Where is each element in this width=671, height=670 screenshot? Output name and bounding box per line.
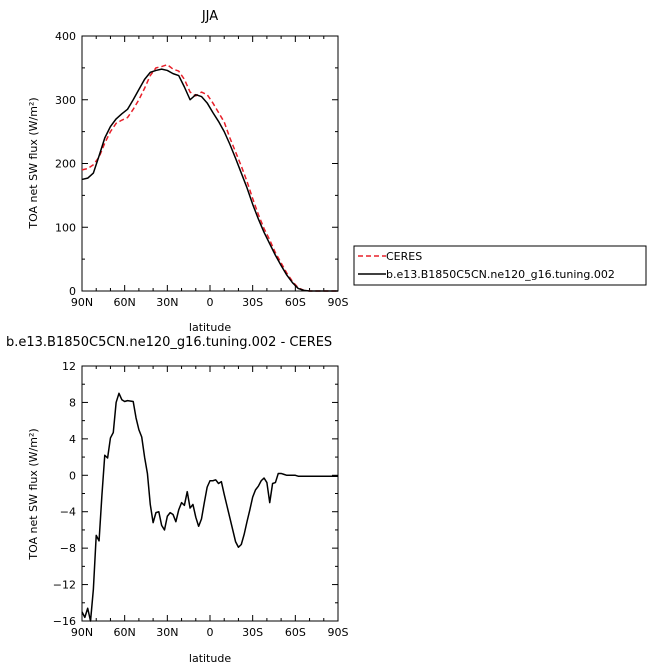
chart-top-y-tick-labels: 0 100 200 300 400 bbox=[55, 30, 76, 298]
y-tick-label: 8 bbox=[69, 396, 76, 409]
x-tick-label: 60S bbox=[285, 626, 306, 639]
x-tick-label: 90N bbox=[71, 626, 93, 639]
x-tick-label: 30N bbox=[156, 296, 178, 309]
x-tick-label: 30S bbox=[242, 296, 263, 309]
x-tick-label: 0 bbox=[207, 296, 214, 309]
x-tick-label: 30S bbox=[242, 626, 263, 639]
y-tick-label: 4 bbox=[69, 433, 76, 446]
x-tick-label: 90S bbox=[328, 626, 349, 639]
chart-top-plot-frame bbox=[81, 35, 339, 292]
chart-bottom-y-axis-label: TOA net SW flux (W/m²) bbox=[27, 428, 40, 560]
x-tick-label: 0 bbox=[207, 626, 214, 639]
chart-bottom-plot-frame bbox=[81, 365, 339, 622]
x-tick-label: 90S bbox=[328, 296, 349, 309]
chart-bottom-x-tick-labels: 90N 60N 30N 0 30S 60S 90S bbox=[71, 626, 349, 639]
y-tick-label: −16 bbox=[53, 615, 76, 628]
legend: CERES b.e13.B1850C5CN.ne120_g16.tuning.0… bbox=[353, 245, 647, 286]
series-line-ceres bbox=[81, 63, 338, 292]
chart-bottom-series bbox=[81, 392, 338, 622]
chart-top-series bbox=[81, 63, 338, 292]
chart-top-y-axis-label: TOA net SW flux (W/m²) bbox=[27, 97, 40, 229]
series-line-difference bbox=[81, 392, 338, 622]
x-tick-label: 60S bbox=[285, 296, 306, 309]
chart-top-x-axis-label: latitude bbox=[189, 321, 231, 334]
x-tick-label: 30N bbox=[156, 626, 178, 639]
legend-label-ceres: CERES bbox=[386, 250, 422, 263]
y-tick-label: 0 bbox=[69, 285, 76, 298]
y-tick-label: 12 bbox=[62, 360, 76, 373]
y-tick-label: −12 bbox=[53, 579, 76, 592]
y-tick-label: 400 bbox=[55, 30, 76, 43]
y-tick-label: 0 bbox=[69, 469, 76, 482]
legend-frame bbox=[353, 245, 647, 286]
legend-label-model: b.e13.B1850C5CN.ne120_g16.tuning.002 bbox=[386, 268, 615, 281]
x-tick-label: 60N bbox=[114, 626, 136, 639]
chart-top-x-tick-labels: 90N 60N 30N 0 30S 60S 90S bbox=[71, 296, 349, 309]
chart-top-title: JJA bbox=[201, 9, 218, 24]
chart-bottom-ticks bbox=[81, 365, 339, 622]
chart-bottom-y-tick-labels: −16 −12 −8 −4 0 4 8 12 bbox=[53, 360, 76, 628]
chart-top-ticks bbox=[81, 35, 339, 292]
series-line-model bbox=[81, 68, 338, 292]
x-tick-label: 60N bbox=[114, 296, 136, 309]
chart-bottom-title: b.e13.B1850C5CN.ne120_g16.tuning.002 - C… bbox=[6, 335, 332, 350]
chart-bottom-x-axis-label: latitude bbox=[189, 652, 231, 665]
chart-bottom: b.e13.B1850C5CN.ne120_g16.tuning.002 - C… bbox=[6, 335, 349, 665]
x-tick-label: 90N bbox=[71, 296, 93, 309]
y-tick-label: −8 bbox=[60, 542, 76, 555]
chart-top: JJA 90N 60N 30N 0 30S 60S 90S 0 100 200 300 400 la… bbox=[27, 9, 349, 334]
y-tick-label: 100 bbox=[55, 221, 76, 234]
y-tick-label: 200 bbox=[55, 158, 76, 171]
y-tick-label: −4 bbox=[60, 506, 76, 519]
y-tick-label: 300 bbox=[55, 94, 76, 107]
